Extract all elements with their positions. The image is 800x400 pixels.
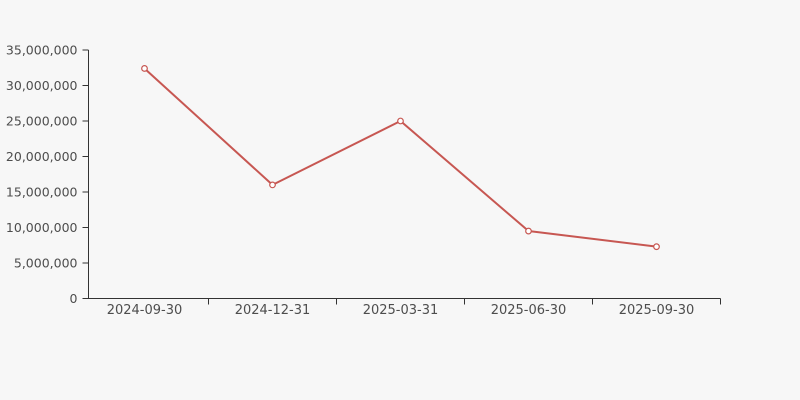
data-point-marker (653, 243, 660, 251)
x-tick-label: 2024-09-30 (107, 303, 183, 318)
y-tick-label: 15,000,000 (6, 185, 78, 200)
data-point-marker (397, 117, 404, 125)
data-point-marker (141, 65, 148, 72)
x-tick-label: 2025-06-30 (491, 303, 567, 318)
x-tick-label: 2025-09-30 (619, 303, 695, 318)
y-tick-label: 30,000,000 (6, 78, 78, 93)
y-tick-label: 25,000,000 (6, 114, 78, 129)
y-tick-label: 35,000,000 (6, 43, 78, 58)
y-tick-label: 5,000,000 (14, 256, 78, 271)
data-point-marker (525, 227, 532, 235)
data-point-marker (269, 181, 276, 189)
y-tick-label: 20,000,000 (6, 149, 78, 164)
x-tick-label: 2025-03-31 (363, 303, 439, 318)
x-tick-label: 2024-12-31 (235, 303, 311, 318)
y-tick-label: 0 (70, 291, 78, 306)
y-tick-label: 10,000,000 (6, 220, 78, 235)
series-line (143, 67, 658, 248)
